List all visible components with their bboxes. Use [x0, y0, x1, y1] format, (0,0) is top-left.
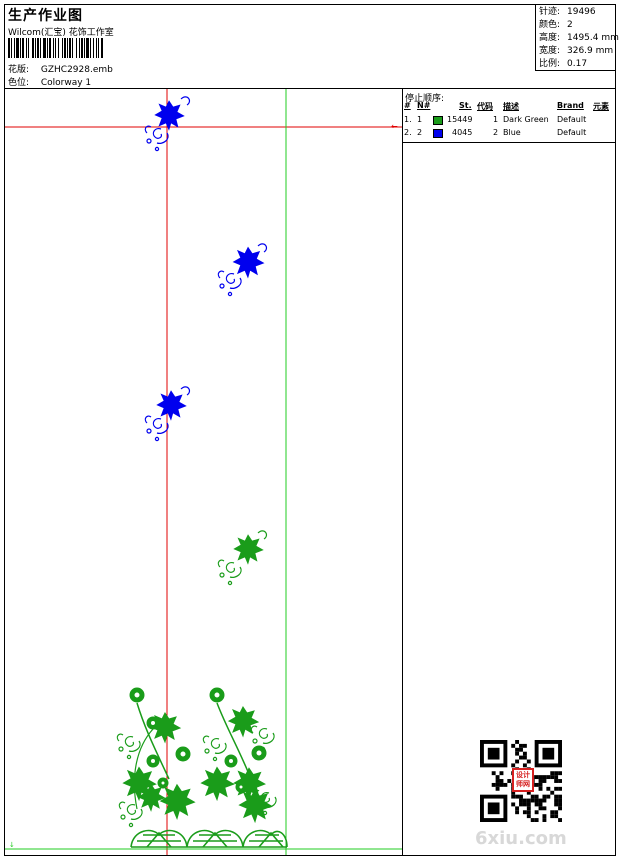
- col-st: St.: [459, 101, 472, 110]
- stat-scale: 比例: 0.17: [539, 59, 588, 69]
- stop-sequence-title: 停止顺序:: [405, 94, 445, 104]
- col-brand: Brand: [557, 101, 584, 110]
- header: 生产作业图 Wilcom(汇宝) 花饰工作室 花版: GZHC2928.emb …: [5, 5, 619, 89]
- color-swatch: [433, 116, 443, 125]
- design-file-label: 花版:: [8, 65, 30, 75]
- stop-sequence-panel: 停止顺序: # N# St. 代码 描述 Brand 元素 1. 1 15449…: [403, 89, 615, 855]
- stat-colors: 颜色: 2: [539, 20, 573, 30]
- colorway-line: 色位: Colorway 1: [8, 75, 91, 88]
- table-row: 2. 2 4045 2 Blue Default: [404, 128, 587, 138]
- colorway-value: Colorway 1: [40, 78, 92, 88]
- table-row: 1. 1 15449 1 Dark Green Default: [404, 115, 587, 125]
- barcode: [8, 38, 103, 58]
- seal-stamp: 设计 师网: [512, 768, 534, 792]
- colorway-label: 色位:: [8, 78, 30, 88]
- green-motif: [217, 530, 268, 586]
- stat-height: 高度: 1495.4 mm: [539, 33, 619, 43]
- blue-motif: [144, 96, 191, 152]
- panel-divider: [403, 142, 615, 143]
- col-code: 代码: [477, 102, 493, 111]
- col-element: 元素: [593, 102, 609, 111]
- green-border-bouquet: [116, 687, 288, 848]
- production-sheet: 生产作业图 Wilcom(汇宝) 花饰工作室 花版: GZHC2928.emb …: [4, 4, 619, 856]
- watermark-logo: 6xiu.com: [475, 828, 567, 849]
- design-file-value: GZHC2928.emb: [40, 65, 113, 75]
- page-title: 生产作业图: [8, 8, 83, 24]
- col-num: #: [404, 101, 411, 110]
- design-preview: ←: [5, 89, 403, 855]
- stat-stitches: 针迹: 19496: [539, 7, 596, 17]
- col-n: N#: [417, 101, 431, 110]
- design-canvas: ←: [5, 89, 402, 855]
- col-desc: 描述: [503, 102, 519, 111]
- blue-motif: [144, 386, 191, 442]
- stat-width: 宽度: 326.9 mm: [539, 46, 614, 56]
- stats-box: 针迹: 19496 颜色: 2 高度: 1495.4 mm 宽度: 326.9 mm 比…: [535, 5, 619, 71]
- blue-motif: [217, 243, 268, 297]
- design-file-line: 花版: GZHC2928.emb: [8, 62, 113, 75]
- company-name: Wilcom(汇宝) 花饰工作室: [8, 28, 114, 38]
- color-swatch: [433, 129, 443, 138]
- svg-text:↓: ↓: [9, 841, 15, 849]
- svg-text:←: ←: [391, 122, 398, 131]
